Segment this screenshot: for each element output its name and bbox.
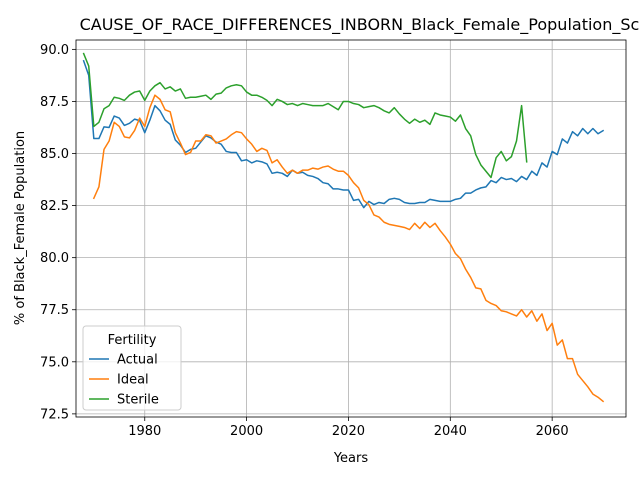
x-axis-label: Years: [333, 451, 369, 466]
series-line-actual: [82, 59, 605, 209]
y-tick-label: 75.0: [40, 355, 69, 370]
legend-label-actual: Actual: [117, 353, 158, 368]
x-tick-label: 2020: [332, 424, 365, 439]
x-tick-label: 2060: [536, 424, 569, 439]
legend-box: [82, 325, 182, 411]
y-tick-label: 82.5: [40, 199, 69, 214]
ticks: 1980 2000 2020 2040 2060 72.5 75.0 77.5 80.0 82.5…: [40, 43, 569, 439]
legend-title: Fertility: [108, 333, 157, 348]
y-tick-label: 87.5: [40, 95, 69, 110]
legend-label-ideal: Ideal: [117, 373, 149, 388]
y-tick-label: 85.0: [40, 147, 69, 162]
y-axis-label: % of Black_Female Population: [13, 131, 28, 325]
chart-title: CAUSE_OF_RACE_DIFFERENCES_INBORN_Black_F…: [80, 15, 640, 35]
y-tick-label: 80.0: [40, 251, 69, 266]
legend: Fertility Actual Ideal Sterile: [82, 325, 182, 411]
series-line-ideal: [92, 94, 605, 403]
x-tick-label: 2040: [434, 424, 467, 439]
x-tick-label: 2000: [230, 424, 263, 439]
x-tick-label: 1980: [128, 424, 161, 439]
legend-entries: Actual Ideal Sterile: [89, 353, 159, 408]
y-tick-label: 77.5: [40, 303, 69, 318]
series-line-sterile: [82, 52, 528, 179]
plot-frame: [75, 39, 627, 418]
legend-label-sterile: Sterile: [117, 393, 159, 408]
grid: [76, 40, 626, 417]
y-tick-label: 90.0: [40, 43, 69, 58]
y-tick-label: 72.5: [40, 407, 69, 422]
series-layer: [82, 52, 605, 403]
